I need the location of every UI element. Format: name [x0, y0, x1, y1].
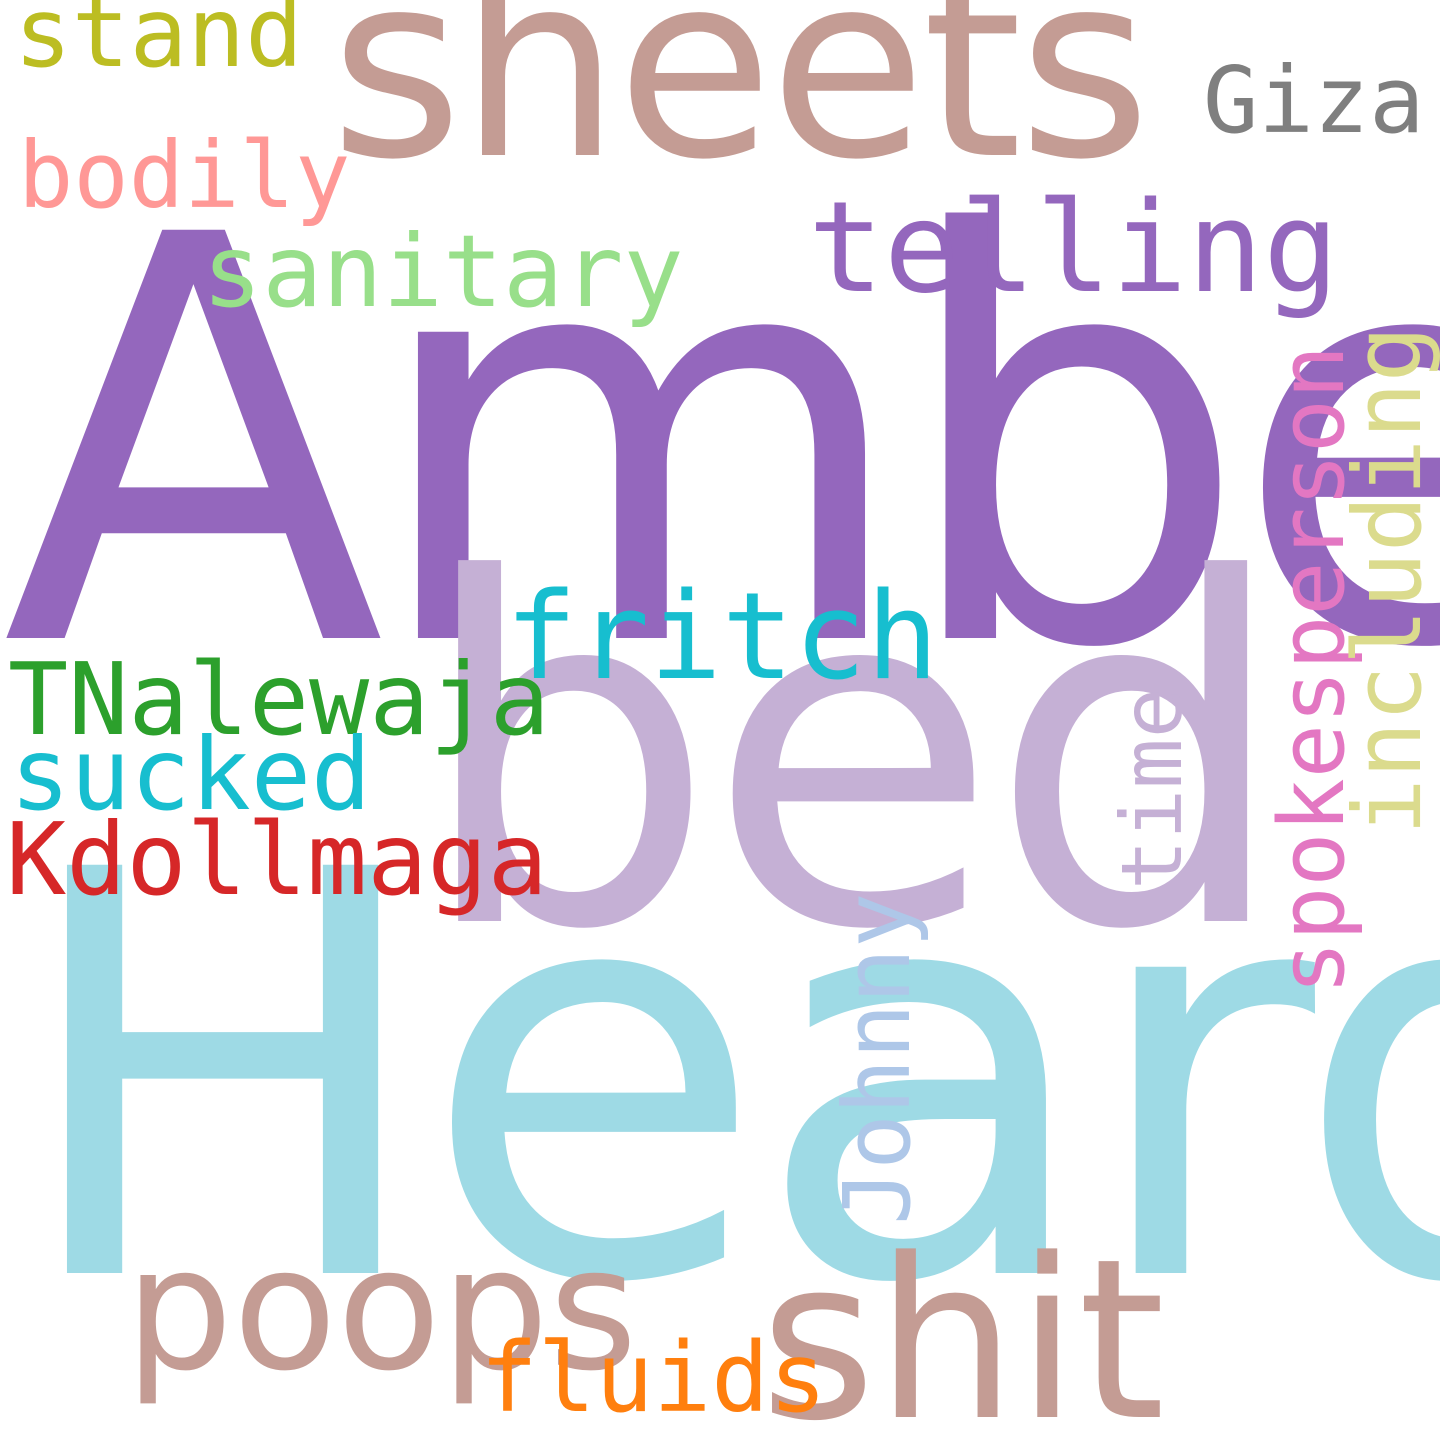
word-sheets: sheets	[330, 0, 1151, 216]
word-stand: stand	[14, 0, 303, 89]
word-sucked: sucked	[10, 716, 372, 833]
word-fluids: fluids	[480, 1322, 827, 1434]
word-heard: Heard	[12, 754, 1440, 1406]
word-time: time	[1103, 687, 1201, 890]
word-shit: shit	[760, 1212, 1166, 1440]
word-bed: bed	[415, 481, 1290, 1034]
word-telling: telling	[808, 174, 1340, 321]
word-fritch: fritch	[505, 568, 939, 707]
word-giza: Giza	[1203, 47, 1425, 154]
word-sanitary: sanitary	[202, 213, 684, 330]
word-including: including	[1334, 325, 1440, 835]
word-johnny: Johnny	[824, 892, 931, 1225]
word-kdollmaga: Kdollmaga	[6, 801, 548, 918]
word-poops: poops	[125, 1211, 638, 1409]
word-bodily: bodily	[18, 122, 351, 229]
word-tnalewaja: TNalewaja	[8, 641, 550, 758]
word-amber: Amber	[2, 119, 1440, 771]
